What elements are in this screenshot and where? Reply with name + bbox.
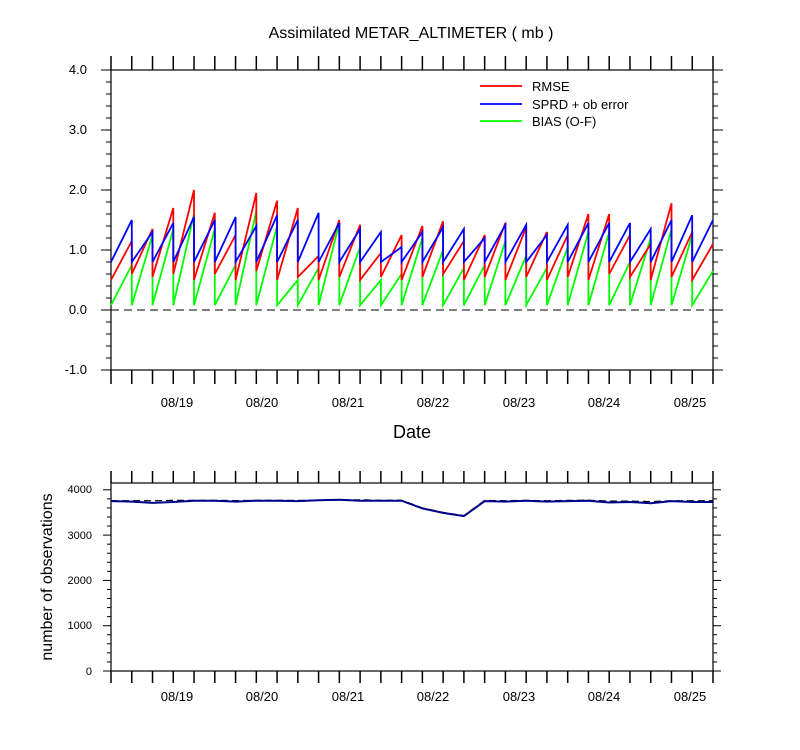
legend-label-bias: BIAS (O-F) xyxy=(532,114,596,129)
x-tick-label: 08/21 xyxy=(332,689,365,704)
obs-tick-label-0: 0 xyxy=(86,666,92,678)
series-line-sprd-ob-error xyxy=(110,212,714,266)
top-plot-frame xyxy=(110,69,714,371)
obs-tick-label-4000: 4000 xyxy=(68,484,92,496)
x-axis-label: Date xyxy=(393,422,431,442)
y-tick-label-neg1: -1.0 xyxy=(65,362,87,377)
obs-tick-label-2000: 2000 xyxy=(68,575,92,587)
x-tick-label: 08/22 xyxy=(417,395,450,410)
top-major-ticks xyxy=(101,69,723,371)
top-series xyxy=(110,189,714,309)
x-tick-label: 08/20 xyxy=(246,689,279,704)
legend-label-sprd: SPRD + ob error xyxy=(532,97,629,112)
x-tick-label: 08/19 xyxy=(161,689,194,704)
x-tick-label: 08/24 xyxy=(588,689,621,704)
y-tick-label-4: 4.0 xyxy=(69,62,87,77)
obs-line-observations-used xyxy=(110,498,713,518)
bottom-series xyxy=(110,498,713,518)
y-tick-label-2: 2.0 xyxy=(69,182,87,197)
legend-label-rmse: RMSE xyxy=(532,79,570,94)
x-tick-label: 08/25 xyxy=(674,395,707,410)
bottom-plot-frame xyxy=(110,482,714,672)
x-tick-label: 08/23 xyxy=(503,395,536,410)
obs-tick-label-1000: 1000 xyxy=(68,620,92,632)
x-tick-label: 08/22 xyxy=(417,689,450,704)
x-tick-label: 08/19 xyxy=(161,395,194,410)
y-tick-label-0: 0.0 xyxy=(69,302,87,317)
y-axis-label: number of observations xyxy=(39,493,56,660)
chart-title: Assimilated METAR_ALTIMETER ( mb ) xyxy=(269,25,554,42)
x-tick-label: 08/24 xyxy=(588,395,621,410)
top-x-ticks xyxy=(110,56,714,384)
x-tick-label: 08/21 xyxy=(332,395,365,410)
x-tick-label: 08/23 xyxy=(503,689,536,704)
obs-tick-label-3000: 3000 xyxy=(68,530,92,542)
y-tick-label-3: 3.0 xyxy=(69,122,87,137)
top-minor-ticks xyxy=(106,81,718,359)
legend: RMSE SPRD + ob error BIAS (O-F) xyxy=(480,79,629,129)
bottom-ticks xyxy=(103,471,721,683)
x-tick-label: 08/25 xyxy=(674,689,707,704)
top-panel: Assimilated METAR_ALTIMETER ( mb ) -1.0 … xyxy=(65,25,723,442)
y-tick-label-1: 1.0 xyxy=(69,242,87,257)
bottom-panel: 0 1000 2000 3000 4000 08/19 08/20 08/21 … xyxy=(39,471,721,704)
x-tick-label: 08/20 xyxy=(246,395,279,410)
